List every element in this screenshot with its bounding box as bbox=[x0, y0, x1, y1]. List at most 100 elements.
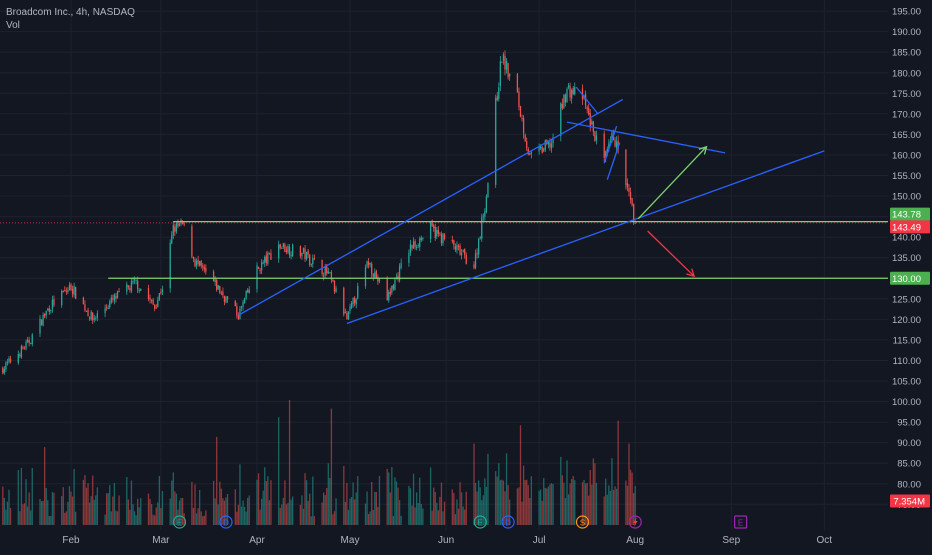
candle bbox=[460, 249, 463, 260]
candle-body bbox=[352, 297, 354, 305]
candle bbox=[392, 283, 395, 291]
candle-body bbox=[371, 263, 373, 274]
bearish-arrow[interactable] bbox=[647, 230, 696, 278]
candle-body bbox=[214, 279, 216, 283]
trend-line[interactable] bbox=[346, 150, 825, 325]
volume-bar bbox=[51, 492, 54, 525]
event-marker-e[interactable]: E bbox=[473, 515, 487, 529]
trend-line[interactable] bbox=[606, 142, 621, 180]
symbol-title[interactable]: Broadcom Inc., 4h, NASDAQ bbox=[6, 7, 135, 18]
candle-body bbox=[82, 297, 85, 305]
event-marker-e[interactable]: E bbox=[172, 515, 187, 529]
volume-bar bbox=[388, 472, 390, 525]
event-badge bbox=[172, 515, 187, 529]
candle bbox=[377, 274, 379, 285]
volume-bar bbox=[521, 501, 523, 525]
volume-bar bbox=[140, 498, 142, 525]
candle bbox=[292, 243, 294, 257]
volume-bar bbox=[330, 408, 333, 525]
candle-body bbox=[212, 271, 215, 282]
candle bbox=[505, 58, 508, 74]
x-tick-label: Feb bbox=[62, 535, 80, 546]
candle-body bbox=[516, 73, 519, 93]
volume-bar bbox=[473, 443, 475, 525]
candle-body bbox=[307, 250, 309, 255]
candle bbox=[288, 244, 291, 259]
candle-body bbox=[608, 142, 610, 149]
y-tick-label: 110.00 bbox=[893, 356, 921, 367]
volume-bar bbox=[454, 514, 457, 525]
volume-bar bbox=[109, 485, 111, 525]
candle bbox=[268, 252, 271, 255]
candle-body bbox=[454, 246, 457, 250]
trend-line[interactable] bbox=[566, 121, 726, 154]
trend-line[interactable] bbox=[238, 98, 624, 316]
candle bbox=[42, 312, 44, 327]
volume-indicator-label[interactable]: Vol bbox=[6, 20, 20, 31]
volume-bar bbox=[19, 511, 21, 525]
candle bbox=[478, 237, 480, 259]
event-letter: D bbox=[223, 519, 229, 528]
volume-bar bbox=[212, 480, 215, 525]
volume-bar bbox=[518, 487, 520, 525]
candle-body bbox=[181, 221, 184, 224]
volume-bar bbox=[566, 460, 568, 525]
candle-body bbox=[281, 248, 283, 250]
candle-body bbox=[440, 234, 443, 244]
volume-bar bbox=[456, 499, 458, 525]
bullish-arrow[interactable] bbox=[637, 145, 708, 220]
volume-bar bbox=[305, 480, 308, 525]
volume-bar bbox=[203, 515, 205, 525]
event-marker-d[interactable]: D bbox=[219, 515, 233, 529]
candle bbox=[529, 153, 531, 156]
volume-label: 7.354M bbox=[890, 494, 930, 508]
candle bbox=[183, 221, 185, 227]
candle-body bbox=[522, 118, 525, 134]
candle-body bbox=[346, 313, 348, 319]
volume-bar bbox=[236, 511, 238, 525]
volume-bar bbox=[2, 486, 4, 525]
event-marker-s[interactable]: S bbox=[575, 515, 590, 529]
candle bbox=[473, 261, 475, 270]
candle-body bbox=[443, 234, 446, 239]
candle-body bbox=[457, 246, 460, 248]
candle bbox=[278, 240, 280, 263]
candle bbox=[217, 284, 219, 291]
event-marker-e[interactable]: E bbox=[733, 515, 748, 529]
candle bbox=[157, 296, 159, 308]
volume-bar bbox=[281, 504, 283, 525]
volume-bar bbox=[265, 481, 267, 525]
volume-bar bbox=[347, 509, 350, 525]
candle bbox=[137, 276, 139, 294]
event-marker-d[interactable]: D bbox=[501, 515, 515, 529]
volume-bar bbox=[44, 447, 46, 525]
y-tick-label: 180.00 bbox=[892, 68, 921, 79]
volume-bar bbox=[346, 482, 348, 525]
candle-body bbox=[130, 281, 133, 292]
volume-bar bbox=[30, 510, 32, 525]
trend-line[interactable] bbox=[603, 125, 618, 164]
trend-line[interactable] bbox=[575, 86, 599, 115]
volume-bar bbox=[499, 480, 501, 525]
candle-body bbox=[628, 188, 630, 192]
volume-bar bbox=[225, 497, 227, 525]
volume-bar bbox=[369, 511, 371, 525]
candle-body bbox=[400, 262, 402, 268]
candle bbox=[626, 178, 629, 192]
volume-bar bbox=[540, 489, 542, 525]
candle bbox=[521, 114, 523, 122]
volume-bar bbox=[478, 480, 480, 525]
candle bbox=[112, 294, 114, 303]
candle bbox=[26, 336, 29, 344]
candle bbox=[354, 296, 356, 307]
candle-body bbox=[220, 292, 222, 294]
time-axis[interactable] bbox=[0, 530, 932, 550]
candle bbox=[248, 286, 250, 294]
lightning-icon[interactable] bbox=[628, 515, 642, 529]
volume-bar bbox=[519, 425, 522, 525]
volume-bar bbox=[62, 487, 64, 525]
candle bbox=[603, 130, 605, 163]
candle bbox=[154, 304, 156, 312]
